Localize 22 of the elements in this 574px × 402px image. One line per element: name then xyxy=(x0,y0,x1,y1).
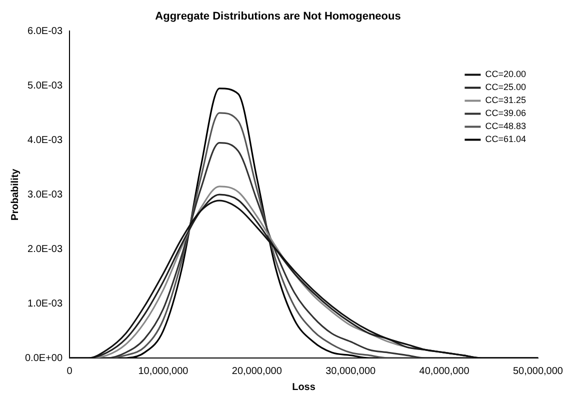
legend-label: CC=48.83 xyxy=(485,121,526,132)
y-tick-label: 5.0E-03 xyxy=(28,80,63,92)
x-tick-label: 10,000,000 xyxy=(138,366,189,377)
chart-title: Aggregate Distributions are Not Homogeneous xyxy=(155,10,401,23)
y-tick-label: 6.0E-03 xyxy=(28,26,63,37)
legend-label: CC=25.00 xyxy=(485,82,526,92)
x-tick-label: 50,000,000 xyxy=(512,366,564,377)
y-axis-title: Probability xyxy=(10,168,21,220)
legend-label: CC=20.00 xyxy=(485,69,526,80)
x-axis-title: Loss xyxy=(292,382,316,393)
x-tick-label: 20,000,000 xyxy=(232,366,282,377)
legend-label: CC=39.06 xyxy=(485,108,526,118)
y-tick-label: 2.0E-03 xyxy=(28,244,63,255)
x-tick-label: 30,000,000 xyxy=(326,366,376,377)
x-tick-label: 40,000,000 xyxy=(419,366,470,377)
legend-label: CC=31.25 xyxy=(485,95,526,106)
y-tick-label: 0.0E+00 xyxy=(24,352,63,364)
legend-label: CC=61.04 xyxy=(485,134,526,144)
y-tick-label: 1.0E-03 xyxy=(28,298,63,310)
x-tick-label: 0 xyxy=(66,366,73,377)
y-tick-label: 3.0E-03 xyxy=(28,189,63,200)
y-tick-label: 4.0E-03 xyxy=(28,134,63,146)
